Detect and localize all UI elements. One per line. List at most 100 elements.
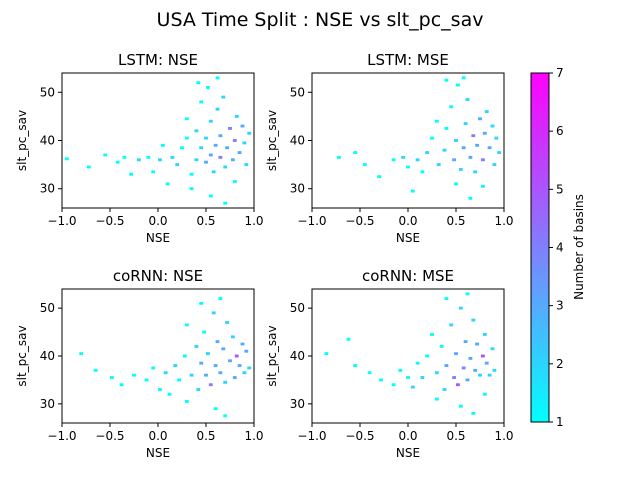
heatmap-cell: [461, 146, 466, 150]
heatmap-cell: [454, 182, 458, 186]
heatmap-cell: [475, 342, 480, 346]
y-tick-label: 30: [40, 397, 55, 411]
heatmap-cell: [223, 380, 228, 384]
heatmap-cell: [391, 383, 396, 387]
heatmap-cell: [189, 187, 194, 191]
heatmap-cell: [420, 376, 425, 379]
heatmap-cell: [473, 368, 478, 372]
colorbar-tick-label: 6: [556, 124, 564, 138]
heatmap-cell: [204, 136, 208, 140]
heatmap-cell: [475, 143, 480, 147]
y-tick-label: 40: [40, 349, 55, 363]
heatmap-cell: [93, 368, 98, 372]
x-tick-label: −1.0: [297, 214, 326, 228]
y-axis-label: slt_pc_sav: [265, 325, 279, 386]
heatmap-cell: [151, 366, 156, 370]
x-axis-label: NSE: [396, 446, 420, 460]
heatmap-cell: [410, 189, 415, 193]
heatmap-cell: [458, 306, 463, 310]
heatmap-cell: [110, 376, 114, 379]
heatmap-cell: [492, 368, 497, 372]
heatmap-cell: [199, 100, 204, 104]
x-tick-label: −1.0: [297, 429, 326, 443]
heatmap-cell: [415, 361, 420, 365]
heatmap-cell: [223, 201, 228, 205]
heatmap-cell: [456, 383, 460, 387]
heatmap-cell: [165, 182, 170, 186]
heatmap-cell: [430, 136, 434, 140]
colorbar-label: Number of basins: [572, 194, 586, 300]
heatmap-cell: [461, 366, 466, 370]
heatmap-cell: [208, 119, 213, 123]
heatmap-cell: [468, 356, 473, 360]
colorbar: 1 2 3 4 5 6 7 Number of basins: [530, 66, 586, 429]
heatmap-cell: [324, 352, 329, 356]
heatmap-cell: [444, 78, 449, 82]
heatmap-cell: [211, 311, 216, 315]
y-tick-label: 50: [290, 301, 305, 315]
x-tick-label: 0.0: [148, 214, 167, 228]
heatmap-cell: [194, 158, 199, 162]
heatmap-cell: [129, 172, 134, 176]
heatmap-cell: [420, 170, 425, 174]
x-tick-label: 0.0: [148, 429, 167, 443]
heatmap-cells: [324, 292, 497, 415]
heatmap-cell: [490, 124, 495, 128]
heatmap-cell: [213, 407, 218, 411]
heatmap-cell: [86, 165, 91, 169]
heatmap-cell: [215, 340, 220, 344]
heatmap-cell: [160, 143, 165, 147]
heatmap-cell: [189, 373, 194, 377]
heatmap-cell: [484, 110, 489, 114]
heatmap-cell: [353, 364, 358, 368]
x-tick-label: 1.0: [494, 429, 513, 443]
heatmap-cell: [144, 378, 149, 382]
y-tick-label: 40: [40, 134, 55, 148]
subplot-3: −1.0 −0.5 0.0 0.5 1.0 30 40 50 coRNN: NSE NSE slt_…: [15, 267, 264, 460]
heatmap-cell: [228, 127, 232, 130]
heatmap-cell: [223, 165, 228, 169]
x-axis-label: NSE: [146, 446, 170, 460]
x-tick-label: 1.0: [244, 214, 263, 228]
heatmap-cell: [484, 361, 489, 365]
x-tick-label: −1.0: [47, 429, 76, 443]
heatmap-cell: [247, 131, 252, 135]
heatmap-cell: [163, 371, 168, 375]
heatmap-cell: [167, 392, 172, 396]
heatmap-cell: [230, 335, 235, 339]
x-tick-label: −0.5: [345, 429, 374, 443]
x-tick-label: 0.5: [196, 214, 215, 228]
heatmap-cell: [442, 388, 447, 391]
heatmap-cell: [244, 163, 249, 167]
heatmap-cell: [391, 158, 396, 162]
heatmap-cell: [173, 364, 178, 368]
heatmap-cell: [465, 378, 470, 382]
heatmap-cell: [444, 127, 449, 130]
heatmap-cell: [353, 151, 358, 154]
heatmap-cell: [221, 95, 226, 99]
heatmap-cell: [208, 153, 213, 157]
heatmap-cell: [468, 155, 473, 159]
heatmap-cell: [221, 347, 226, 351]
heatmap-cell: [232, 376, 237, 379]
heatmap-cell: [444, 297, 449, 301]
y-tick-label: 40: [290, 134, 305, 148]
heatmap-cell: [64, 157, 69, 161]
y-axis-label: slt_pc_sav: [265, 110, 279, 171]
colorbar-tick-label: 7: [556, 66, 564, 80]
heatmap-cell: [434, 397, 439, 401]
heatmap-cell: [228, 359, 232, 363]
y-axis-label: slt_pc_sav: [15, 110, 29, 171]
heatmap-cell: [379, 378, 384, 382]
heatmap-cell: [406, 165, 410, 169]
heatmap-cell: [463, 340, 468, 344]
heatmap-cell: [237, 364, 242, 368]
x-tick-label: −1.0: [47, 214, 76, 228]
colorbar-tick-label: 3: [556, 299, 564, 313]
heatmap-cell: [430, 333, 434, 336]
heatmap-cell: [482, 392, 487, 396]
heatmap-cell: [122, 155, 127, 159]
x-tick-label: 1.0: [494, 214, 513, 228]
heatmap-cell: [490, 347, 495, 351]
heatmap-cell: [213, 143, 218, 147]
